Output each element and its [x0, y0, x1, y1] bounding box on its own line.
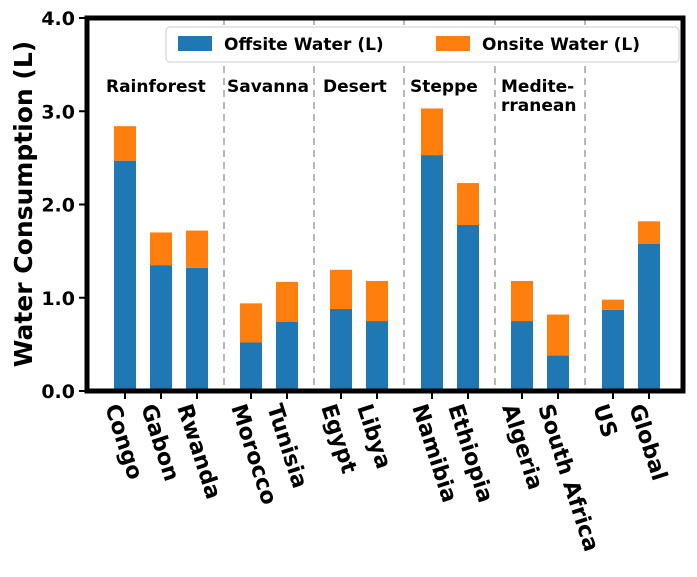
x-tick-label: Rwanda	[171, 401, 225, 502]
bar-onsite-namibia	[421, 108, 443, 156]
climate-zone-labels: Rainforest Savanna Desert Steppe Medite-rran…	[106, 77, 576, 116]
y-tick-label: 2.0	[41, 195, 75, 217]
bar-onsite-global	[638, 221, 660, 244]
legend-swatch-offsite	[178, 36, 212, 51]
bar-offsite-libya	[366, 321, 388, 391]
bar-offsite-congo	[114, 160, 136, 391]
bar-offsite-tunisia	[276, 321, 298, 391]
climate-label: Steppe	[410, 77, 478, 97]
bar-onsite-south-africa	[547, 314, 569, 356]
bar-offsite-us	[602, 309, 624, 391]
legend: Offsite Water (L) Onsite Water (L)	[165, 26, 680, 63]
legend-label-onsite: Onsite Water (L)	[482, 35, 640, 55]
bars-layer	[114, 108, 660, 391]
y-tick-label: 1.0	[41, 288, 75, 310]
bar-onsite-ethiopia	[457, 183, 479, 226]
bar-onsite-rwanda	[186, 230, 208, 268]
group-separators	[223, 18, 586, 391]
legend-swatch-onsite	[436, 36, 470, 51]
bar-offsite-morocco	[240, 342, 262, 391]
y-axis-label: Water Consumption (L)	[9, 41, 38, 367]
x-tick-label: US	[587, 401, 621, 441]
bar-offsite-egypt	[330, 308, 352, 391]
bar-offsite-global	[638, 243, 660, 391]
climate-label: Savanna	[227, 77, 309, 97]
bar-offsite-gabon	[150, 265, 172, 391]
climate-label: rranean	[501, 96, 576, 116]
bar-offsite-algeria	[511, 321, 533, 391]
y-tick-label: 4.0	[41, 8, 75, 30]
bar-onsite-algeria	[511, 280, 533, 322]
bar-onsite-us	[602, 299, 624, 310]
bar-onsite-gabon	[150, 232, 172, 266]
bar-offsite-rwanda	[186, 267, 208, 391]
legend-label-offsite: Offsite Water (L)	[224, 35, 384, 55]
y-tick-label: 3.0	[41, 101, 75, 123]
bar-offsite-namibia	[421, 155, 443, 391]
climate-label: Desert	[323, 77, 387, 97]
legend-box	[165, 26, 680, 63]
climate-label: Medite-	[501, 77, 574, 97]
bar-offsite-ethiopia	[457, 225, 479, 391]
bar-onsite-libya	[366, 280, 388, 322]
bar-offsite-south-africa	[547, 355, 569, 391]
bar-onsite-egypt	[330, 269, 352, 309]
bar-onsite-congo	[114, 126, 136, 161]
bar-onsite-morocco	[240, 303, 262, 343]
climate-label: Rainforest	[106, 77, 206, 97]
y-tick-label: 0.0	[41, 381, 75, 403]
x-tick-label: Global	[623, 401, 671, 484]
bar-onsite-tunisia	[276, 281, 298, 322]
